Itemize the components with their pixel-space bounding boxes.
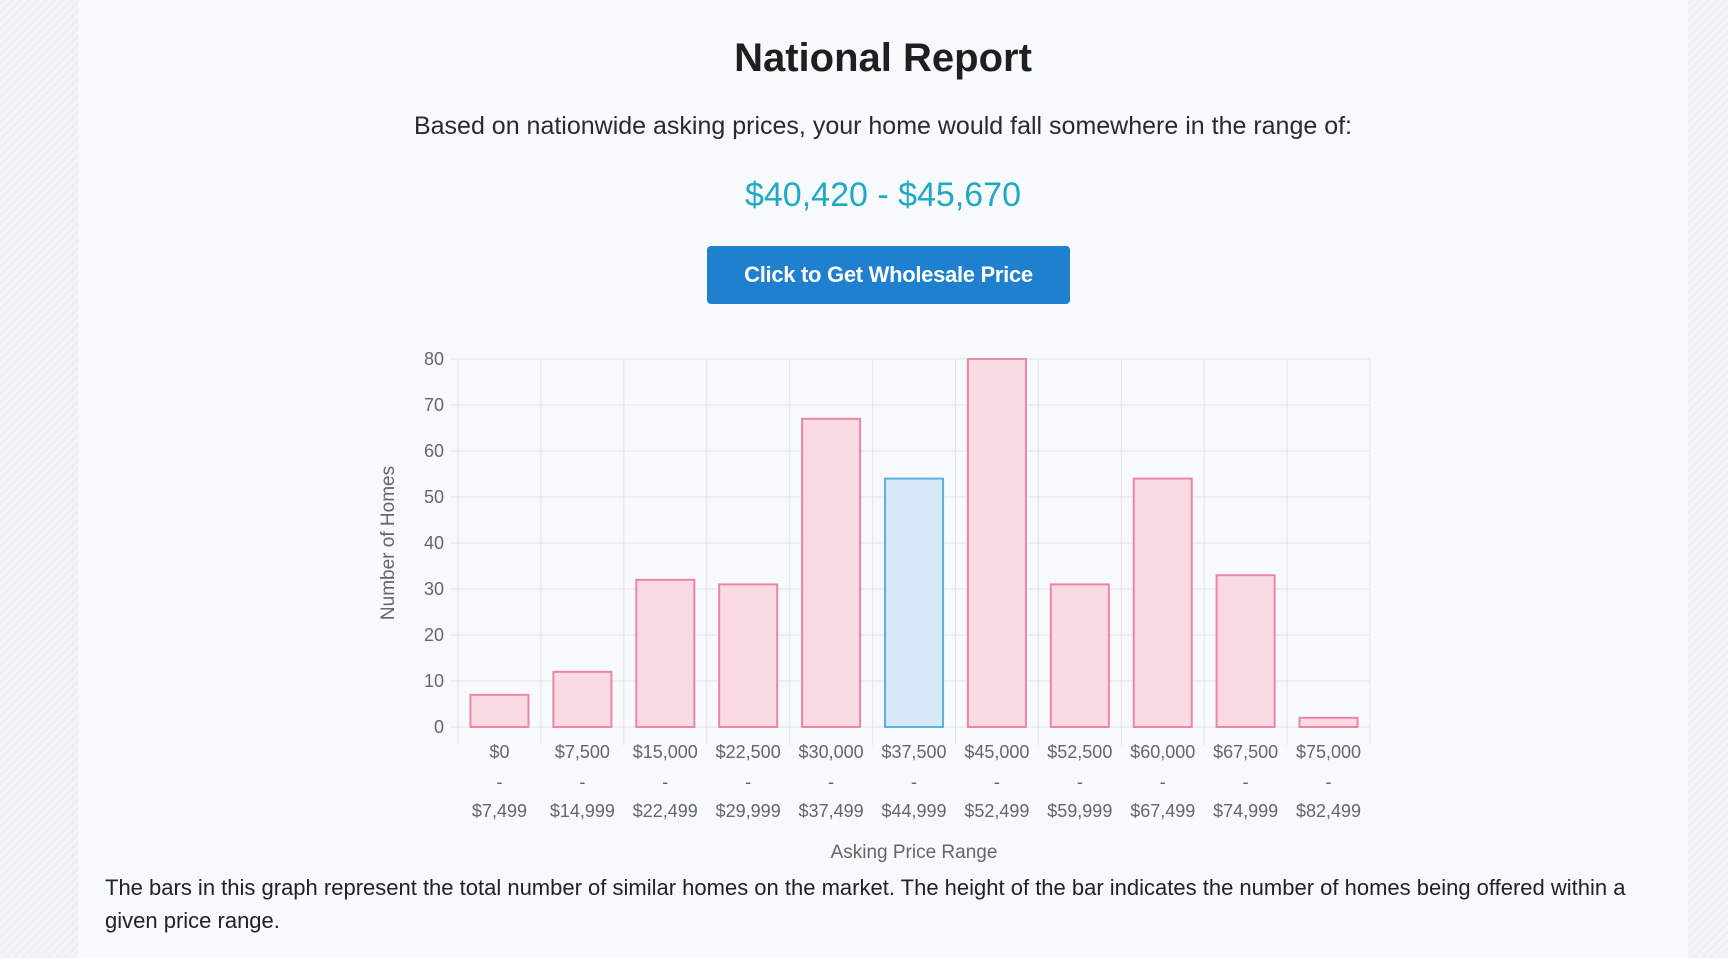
- x-tick-label-separator: -: [1077, 772, 1083, 792]
- y-tick-label: 0: [434, 717, 444, 737]
- bar: [1132, 477, 1193, 728]
- y-tick-label: 60: [424, 441, 444, 461]
- y-tick-label: 40: [424, 533, 444, 553]
- range-intro-text: Based on nationwide asking prices, your …: [413, 112, 1353, 140]
- x-tick-label-separator: -: [496, 772, 502, 792]
- x-tick-label-separator: -: [911, 772, 917, 792]
- bar-highlighted: [883, 477, 945, 728]
- y-tick-label: 30: [424, 579, 444, 599]
- y-tick-label: 50: [424, 487, 444, 507]
- background-texture-left: [0, 0, 78, 958]
- get-wholesale-price-button[interactable]: Click to Get Wholesale Price: [707, 246, 1070, 304]
- x-tick-label-separator: -: [745, 772, 751, 792]
- x-tick-label-low: $7,500: [555, 742, 610, 762]
- bar: [1049, 583, 1110, 729]
- page-title: National Report: [734, 36, 1032, 80]
- y-tick-label: 80: [424, 349, 444, 369]
- x-tick-label-separator: -: [662, 772, 668, 792]
- y-tick-label: 20: [424, 625, 444, 645]
- chart-footnote: The bars in this graph represent the tot…: [105, 875, 1626, 933]
- x-tick-label-high: $7,499: [472, 801, 527, 821]
- x-tick-label-low: $52,500: [1047, 742, 1112, 762]
- bar: [801, 417, 862, 728]
- x-tick-label-low: $75,000: [1296, 742, 1361, 762]
- bar: [966, 358, 1027, 728]
- x-tick-label-low: $0: [489, 742, 509, 762]
- y-axis-title: Number of Homes: [378, 466, 399, 620]
- y-tick-label: 10: [424, 671, 444, 691]
- x-tick-label-high: $74,999: [1213, 801, 1278, 821]
- x-tick-label-high: $14,999: [550, 801, 615, 821]
- x-tick-label-low: $22,500: [716, 742, 781, 762]
- x-tick-label-separator: -: [1243, 772, 1249, 792]
- x-tick-label-low: $67,500: [1213, 742, 1278, 762]
- asking-price-histogram: 0 10 20 30 40 50 60 70 80 $0 - $7,499 $7,500 - $14,999…: [378, 349, 1371, 863]
- x-tick-label-high: $44,999: [881, 801, 946, 821]
- x-tick-label-high: $29,999: [716, 801, 781, 821]
- x-tick-label-high: $82,499: [1296, 801, 1361, 821]
- bar: [635, 578, 696, 728]
- x-tick-label-high: $59,999: [1047, 801, 1112, 821]
- x-tick-label-separator: -: [579, 772, 585, 792]
- x-tick-label-high: $52,499: [964, 801, 1029, 821]
- x-tick-label-low: $60,000: [1130, 742, 1195, 762]
- x-tick-label-separator: -: [994, 772, 1000, 792]
- x-axis-title: Asking Price Range: [831, 842, 998, 863]
- x-tick-label-low: $37,500: [881, 742, 946, 762]
- x-tick-label-high: $37,499: [799, 801, 864, 821]
- x-tick-label-low: $15,000: [633, 742, 698, 762]
- bar: [552, 670, 613, 728]
- x-tick-label-low: $30,000: [799, 742, 864, 762]
- x-tick-label-high: $22,499: [633, 801, 698, 821]
- x-tick-label-high: $67,499: [1130, 801, 1195, 821]
- bar: [718, 583, 779, 729]
- x-tick-label-separator: -: [828, 772, 834, 792]
- bar: [469, 693, 530, 728]
- price-range-value: $40,420 - $45,670: [744, 176, 1022, 214]
- bar: [1215, 574, 1276, 729]
- x-tick-label-separator: -: [1160, 772, 1166, 792]
- background-texture-right: [1688, 0, 1728, 958]
- bar: [1298, 716, 1359, 728]
- y-tick-label: 70: [424, 395, 444, 415]
- x-tick-label-low: $45,000: [964, 742, 1029, 762]
- x-tick-label-separator: -: [1326, 772, 1332, 792]
- report-panel: National Report Based on nationwide aski…: [78, 0, 1688, 958]
